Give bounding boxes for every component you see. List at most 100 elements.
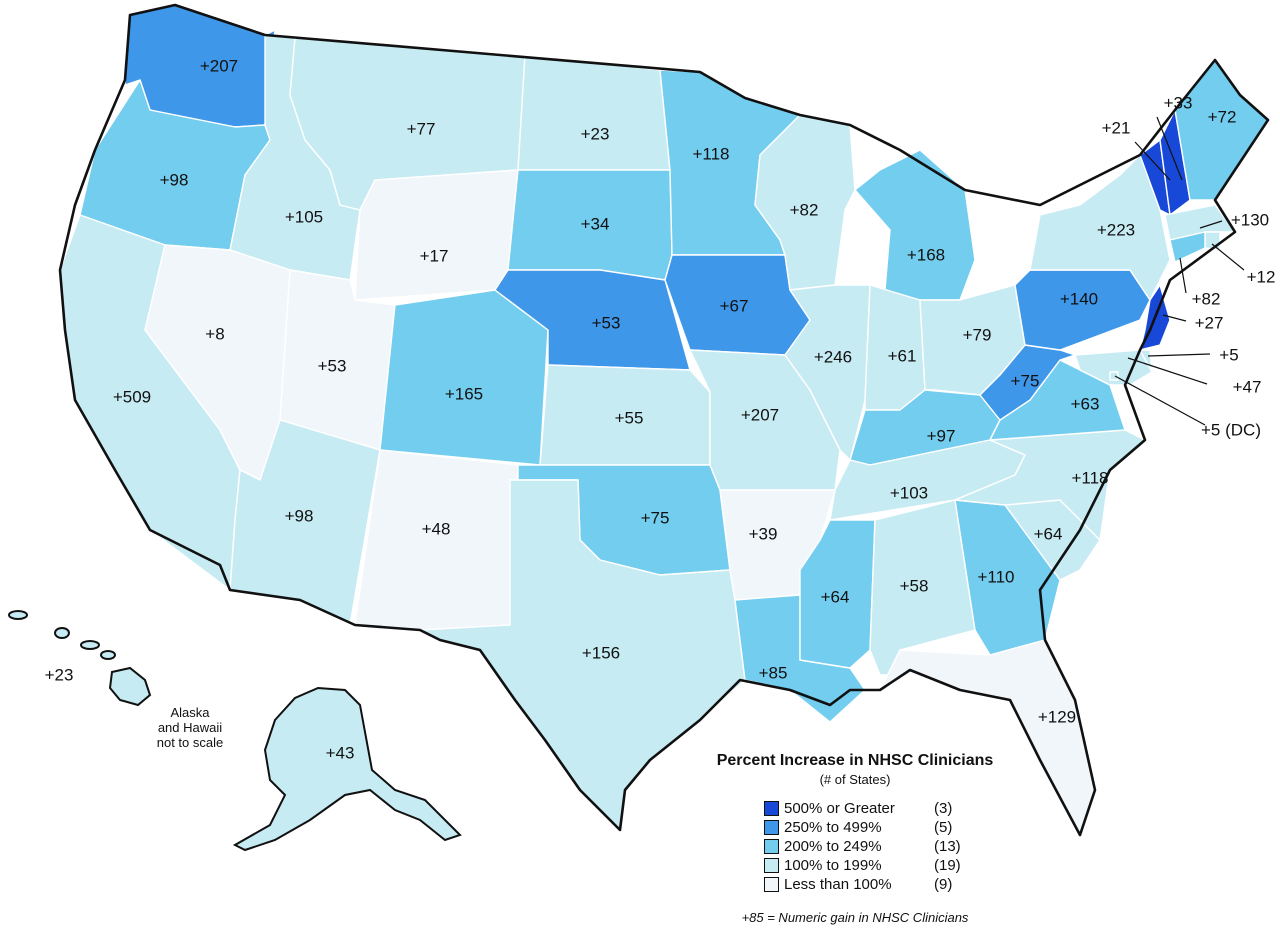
state-label-tx: +156 <box>582 643 620 662</box>
legend-swatch <box>764 801 779 816</box>
state-dc <box>1109 371 1119 381</box>
labels-layer: +207 +98 +509 +105 +8 +77 +17 +53 +98 +165 +48 +23 +… <box>45 56 1276 762</box>
state-label-hi: +23 <box>45 665 74 684</box>
state-label-ut: +53 <box>318 356 347 375</box>
state-label-md: +47 <box>1233 377 1262 396</box>
state-label-sd: +34 <box>581 214 610 233</box>
legend-swatch <box>764 820 779 835</box>
state-label-ri: +12 <box>1247 267 1276 286</box>
state-label-wa: +207 <box>200 56 238 75</box>
state-label-vt: +21 <box>1102 118 1131 137</box>
legend-item: 200% to 249% (13) <box>764 837 1010 856</box>
state-label-wy: +17 <box>420 246 449 265</box>
state-me <box>1174 59 1269 201</box>
scale-note: Alaska and Hawaii not to scale <box>150 705 230 750</box>
legend-range: 500% or Greater <box>784 800 895 817</box>
state-label-wv: +75 <box>1011 371 1040 390</box>
legend-item: 250% to 499% (5) <box>764 818 1010 837</box>
leader-line-nh <box>1156 116 1183 181</box>
state-label-me: +72 <box>1208 107 1237 126</box>
state-label-dc: +5 (DC) <box>1201 420 1261 439</box>
legend-footnote: +85 = Numeric gain in NHSC Clinicians <box>741 910 969 925</box>
scale-note-line: Alaska <box>170 705 210 720</box>
state-label-mo: +207 <box>741 405 779 424</box>
hawaii-islands <box>8 610 152 707</box>
state-label-mi: +168 <box>907 245 945 264</box>
state-label-il: +246 <box>814 347 852 366</box>
state-label-ma: +130 <box>1231 210 1269 229</box>
state-label-nm: +48 <box>422 519 451 538</box>
state-label-ia: +67 <box>720 296 749 315</box>
scale-note-line: not to scale <box>156 735 224 750</box>
state-label-ga: +110 <box>977 567 1014 586</box>
state-nc <box>954 429 1146 541</box>
state-label-pa: +140 <box>1060 289 1098 308</box>
state-label-ky: +97 <box>927 426 956 445</box>
legend-count: (9) <box>934 876 953 893</box>
state-nm <box>354 449 519 631</box>
legend-title: Percent Increase in NHSC Clinicians <box>716 752 994 769</box>
state-label-mn: +118 <box>692 144 729 163</box>
state-label-va: +63 <box>1071 394 1100 413</box>
state-label-wi: +82 <box>790 200 819 219</box>
state-label-nj: +27 <box>1195 313 1224 332</box>
state-label-la: +85 <box>759 663 788 682</box>
legend-range: 200% to 249% <box>784 838 882 855</box>
legend-items: 500% or Greater (3) 250% to 499% (5) 200… <box>764 799 1010 894</box>
legend: Percent Increase in NHSC Clinicians (# o… <box>700 752 1010 925</box>
leader-line-md <box>1127 357 1208 385</box>
leader-line-ma <box>1199 220 1223 229</box>
state-label-ms: +64 <box>821 587 850 606</box>
legend-swatch <box>764 858 779 873</box>
legend-count: (19) <box>934 857 961 874</box>
leader-line-ri <box>1211 243 1245 271</box>
state-label-ar: +39 <box>749 524 778 543</box>
state-ct <box>1169 231 1206 263</box>
state-label-ok: +75 <box>641 508 670 527</box>
national-border <box>58 3 1270 837</box>
state-co <box>379 289 549 466</box>
state-pa <box>1014 269 1151 351</box>
state-label-oh: +79 <box>963 325 992 344</box>
state-label-nd: +23 <box>581 124 610 143</box>
leader-line-dc <box>1114 375 1206 426</box>
state-label-or: +98 <box>160 170 189 189</box>
state-label-ct: +82 <box>1192 289 1221 308</box>
state-label-nh: +33 <box>1164 93 1193 112</box>
state-il <box>784 284 871 461</box>
leader-line-ct <box>1179 257 1187 294</box>
state-label-in: +61 <box>888 346 917 365</box>
state-label-tn: +103 <box>890 483 928 502</box>
leader-line-nj <box>1162 314 1187 322</box>
legend-count: (3) <box>934 800 953 817</box>
state-label-al: +58 <box>900 576 929 595</box>
legend-count: (13) <box>934 838 961 855</box>
alaska-outline <box>232 686 462 852</box>
state-label-nc: +118 <box>1071 468 1108 487</box>
legend-range: 100% to 199% <box>784 857 882 874</box>
state-label-id: +105 <box>285 207 323 226</box>
leader-line-vt <box>1134 141 1171 181</box>
state-label-ny: +223 <box>1097 220 1135 239</box>
state-label-ne: +53 <box>592 313 621 332</box>
legend-swatch <box>764 839 779 854</box>
legend-range: 250% to 499% <box>784 819 882 836</box>
states-layer <box>59 4 1269 836</box>
legend-subtitle: (# of States) <box>819 772 891 787</box>
state-mi <box>854 149 976 301</box>
state-label-fl: +129 <box>1038 707 1076 726</box>
state-wy <box>354 169 519 301</box>
legend-range: Less than 100% <box>784 876 892 893</box>
legend-item: 100% to 199% (19) <box>764 856 1010 875</box>
state-label-nv: +8 <box>205 324 224 343</box>
state-label-de: +5 <box>1219 345 1238 364</box>
state-label-ak: +43 <box>326 743 355 762</box>
state-label-co: +165 <box>445 384 483 403</box>
state-label-az: +98 <box>285 506 314 525</box>
state-label-ca: +509 <box>113 387 151 406</box>
legend-count: (5) <box>934 819 953 836</box>
legend-swatch <box>764 877 779 892</box>
state-nd <box>517 54 671 171</box>
state-label-ks: +55 <box>615 408 644 427</box>
